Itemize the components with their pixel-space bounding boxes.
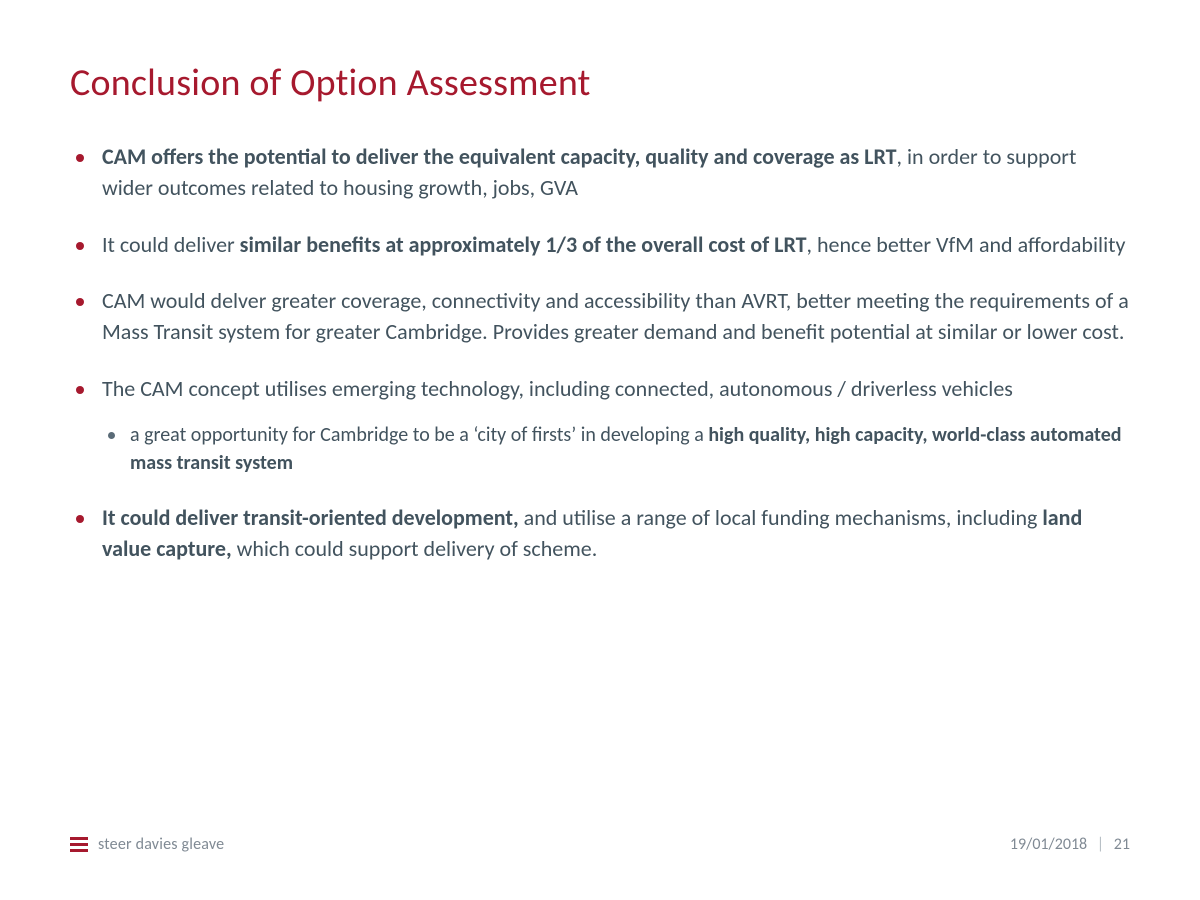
brand-logo-icon: [70, 837, 88, 853]
sub-bullet-item: a great opportunity for Cambridge to be …: [102, 421, 1130, 477]
bullet-item: It could deliver transit-oriented develo…: [70, 503, 1130, 565]
brand: steer davies gleave: [70, 835, 224, 854]
bold-run: It could deliver transit-oriented develo…: [102, 504, 519, 531]
bold-run: high quality, high capacity, world-class…: [130, 423, 1122, 475]
bullet-item: It could deliver similar benefits at app…: [70, 230, 1130, 261]
slide-footer: steer davies gleave 19/01/2018 | 21: [70, 835, 1130, 854]
footer-page-number: 21: [1114, 835, 1130, 854]
slide-title: Conclusion of Option Assessment: [70, 60, 1130, 106]
footer-separator: |: [1097, 835, 1104, 854]
slide: Conclusion of Option Assessment CAM offe…: [0, 0, 1200, 900]
bullet-item: CAM would delver greater coverage, conne…: [70, 286, 1130, 348]
footer-meta: 19/01/2018 | 21: [1010, 835, 1130, 854]
bold-run: CAM offers the potential to deliver the …: [102, 143, 897, 170]
bullet-item: CAM offers the potential to deliver the …: [70, 142, 1130, 204]
bullet-list: CAM offers the potential to deliver the …: [70, 142, 1130, 564]
bullet-item: The CAM concept utilises emerging techno…: [70, 374, 1130, 477]
footer-date: 19/01/2018: [1010, 835, 1087, 854]
sub-bullet-list: a great opportunity for Cambridge to be …: [102, 421, 1130, 477]
brand-name: steer davies gleave: [98, 835, 224, 854]
bold-run: similar benefits at approximately 1/3 of…: [240, 231, 807, 258]
